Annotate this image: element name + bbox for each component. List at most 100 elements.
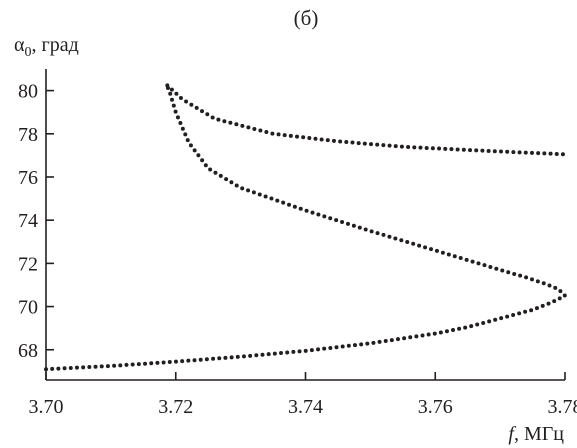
data-point: [562, 293, 567, 298]
data-point: [223, 355, 228, 360]
data-point: [546, 301, 551, 306]
data-point: [196, 153, 201, 158]
data-point: [170, 97, 175, 102]
data-point: [240, 123, 245, 128]
data-point: [189, 102, 194, 107]
data-point: [345, 221, 350, 226]
data-series: [44, 83, 567, 372]
data-point: [529, 277, 534, 282]
data-point: [560, 152, 565, 157]
data-point: [211, 356, 216, 361]
plot-area: 3.70 3.72 3.74 3.76 3.78 68 70 72 74 76 78 80: [18, 69, 577, 418]
data-point: [406, 145, 411, 150]
data-point: [463, 325, 468, 330]
data-point: [511, 150, 516, 155]
data-point: [482, 263, 487, 268]
data-point: [62, 366, 67, 371]
data-point: [264, 130, 269, 135]
data-point: [184, 99, 189, 104]
data-point: [340, 220, 345, 225]
data-point: [112, 363, 117, 368]
data-point: [217, 356, 222, 361]
y-tick-label: 72: [18, 253, 38, 275]
data-point: [417, 243, 422, 248]
data-point: [523, 309, 528, 314]
data-point: [534, 306, 539, 311]
data-point: [285, 350, 290, 355]
data-point: [393, 144, 398, 149]
data-point: [246, 188, 251, 193]
data-point: [381, 232, 386, 237]
data-point: [405, 240, 410, 245]
data-point: [369, 142, 374, 147]
x-tick-label: 3.72: [158, 396, 193, 418]
data-point: [548, 151, 553, 156]
data-point: [457, 326, 462, 331]
data-point: [161, 360, 166, 365]
data-point: [288, 133, 293, 138]
data-point: [205, 112, 210, 117]
data-point: [208, 167, 213, 172]
data-point: [304, 208, 309, 213]
data-point: [492, 149, 497, 154]
data-point: [476, 261, 481, 266]
data-point: [418, 145, 423, 150]
data-point: [395, 337, 400, 342]
data-point: [449, 147, 454, 152]
y-tick-label: 74: [18, 210, 38, 232]
data-point: [506, 270, 511, 275]
data-point: [68, 365, 73, 370]
data-point: [451, 328, 456, 333]
data-point: [542, 151, 547, 156]
data-point: [229, 355, 234, 360]
data-point: [375, 142, 380, 147]
data-point: [319, 137, 324, 142]
data-point: [186, 358, 191, 363]
data-point: [99, 364, 104, 369]
x-axis-unit: , МГц: [514, 423, 564, 445]
data-point: [464, 257, 469, 262]
data-point: [423, 245, 428, 250]
data-point: [301, 135, 306, 140]
data-point: [309, 348, 314, 353]
data-point: [399, 144, 404, 149]
data-point: [263, 194, 268, 199]
data-point: [224, 177, 229, 182]
data-point: [434, 248, 439, 253]
data-point: [218, 173, 223, 178]
data-point: [468, 148, 473, 153]
data-point: [408, 335, 413, 340]
data-point: [517, 311, 522, 316]
data-point: [173, 359, 178, 364]
data-point: [328, 345, 333, 350]
data-point: [375, 231, 380, 236]
data-point: [252, 126, 257, 131]
panel-label: (б): [294, 6, 319, 30]
data-point: [194, 105, 199, 110]
data-point: [200, 109, 204, 114]
data-point: [518, 273, 523, 278]
data-point: [529, 150, 534, 155]
y-axis-ticks: 68 70 72 74 76 78 80: [18, 81, 54, 362]
data-point: [369, 229, 374, 234]
data-point: [246, 125, 251, 130]
data-point: [377, 339, 382, 344]
data-point: [505, 314, 510, 319]
data-point: [298, 206, 303, 211]
y-axis-unit: , град: [31, 34, 78, 56]
data-point: [56, 366, 61, 371]
data-point: [130, 362, 135, 367]
data-point: [167, 360, 172, 365]
data-point: [340, 344, 345, 349]
data-point: [204, 357, 209, 362]
data-point: [198, 357, 203, 362]
data-point: [254, 353, 259, 358]
data-point: [363, 227, 368, 232]
data-point: [222, 119, 227, 124]
data-point: [328, 216, 333, 221]
data-point: [344, 140, 349, 145]
data-point: [432, 331, 437, 336]
data-point: [50, 366, 55, 371]
data-point: [411, 241, 416, 246]
